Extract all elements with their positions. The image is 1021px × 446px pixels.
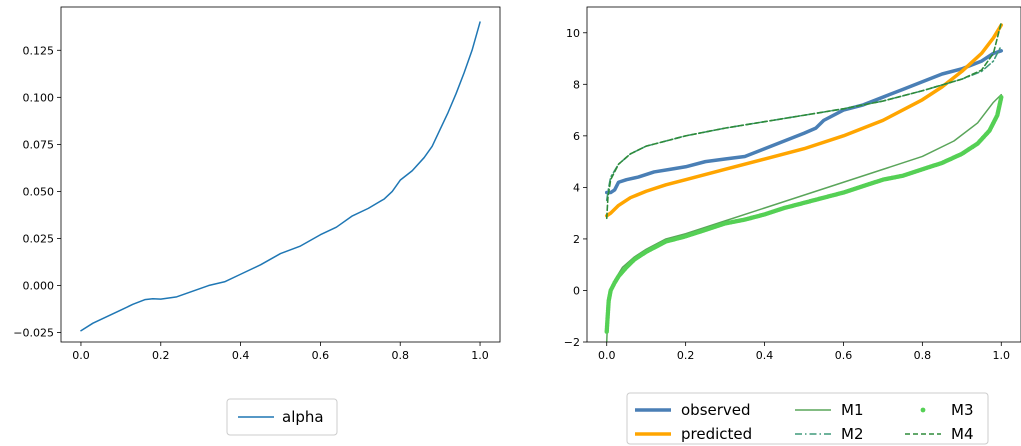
- quantile-legend-swatch-m3: [920, 407, 926, 413]
- quantile-series-predicted: [604, 23, 1004, 218]
- alpha-y-tick-label: 0.025: [23, 232, 55, 245]
- quantile-series-m3-point: [999, 94, 1004, 100]
- quantile-y-tick-label: −2: [564, 336, 580, 349]
- quantile-legend: observed predicted M1 M2 M3 M4: [626, 392, 989, 445]
- quantile-legend-box: [626, 392, 989, 445]
- alpha-chart: 0.0 0.2 0.4 0.6 0.8 1.0 −0.025 0.000 0.025 0.050 0…: [13, 6, 501, 362]
- quantile-series-m3: [604, 94, 1004, 334]
- alpha-legend: alpha: [226, 398, 338, 436]
- quantile-axes-frame: [586, 6, 1021, 343]
- quantile-y-tick-label: 4: [573, 181, 580, 194]
- alpha-legend-box: [226, 398, 338, 436]
- quantile-legend-label-m2: M2: [841, 425, 864, 443]
- alpha-x-tick-label: 0.4: [232, 349, 250, 362]
- alpha-x-tick-label: 0.2: [152, 349, 170, 362]
- quantile-y-tick-label: 0: [573, 284, 580, 297]
- alpha-y-tick-label: 0.075: [23, 138, 55, 151]
- quantile-x-tick-label: 0.8: [914, 349, 932, 362]
- quantile-x-tick-label: 0.4: [756, 349, 774, 362]
- alpha-x-tick-label: 0.0: [72, 349, 90, 362]
- alpha-x-tick-label: 0.8: [391, 349, 409, 362]
- alpha-y-tick-label: 0.000: [23, 280, 55, 293]
- alpha-y-tick-label: 0.050: [23, 185, 55, 198]
- alpha-legend-label-alpha: alpha: [282, 408, 324, 426]
- alpha-x-tick-label: 0.6: [312, 349, 330, 362]
- quantile-series-m4: [605, 21, 1003, 220]
- quantile-y-tick-label: 2: [573, 233, 580, 246]
- alpha-y-tick-label: −0.025: [13, 327, 54, 340]
- quantile-legend-label-m3: M3: [951, 401, 974, 419]
- quantile-x-tick-label: 0.0: [598, 349, 616, 362]
- alpha-axes-frame: [60, 6, 501, 343]
- quantile-legend-label-observed: observed: [681, 401, 751, 419]
- alpha-x-tick-label: 1.0: [471, 349, 489, 362]
- quantile-y-tick-label: 10: [566, 27, 580, 40]
- quantile-legend-label-predicted: predicted: [681, 425, 752, 443]
- quantile-chart: 0.0 0.2 0.4 0.6 0.8 1.0 −2 0 2 4 6 8 10: [564, 6, 1021, 362]
- quantile-legend-label-m1: M1: [841, 401, 864, 419]
- quantile-y-tick-label: 8: [573, 78, 580, 91]
- quantile-x-tick-label: 0.2: [677, 349, 695, 362]
- alpha-y-tick-label: 0.100: [23, 91, 55, 104]
- quantile-series-observed: [604, 49, 1004, 195]
- quantile-x-tick-label: 0.6: [835, 349, 853, 362]
- quantile-x-tick-label: 1.0: [993, 349, 1011, 362]
- quantile-y-tick-label: 6: [573, 130, 580, 143]
- alpha-y-tick-label: 0.125: [23, 44, 55, 57]
- alpha-series-alpha: [80, 21, 481, 332]
- quantile-legend-label-m4: M4: [951, 425, 974, 443]
